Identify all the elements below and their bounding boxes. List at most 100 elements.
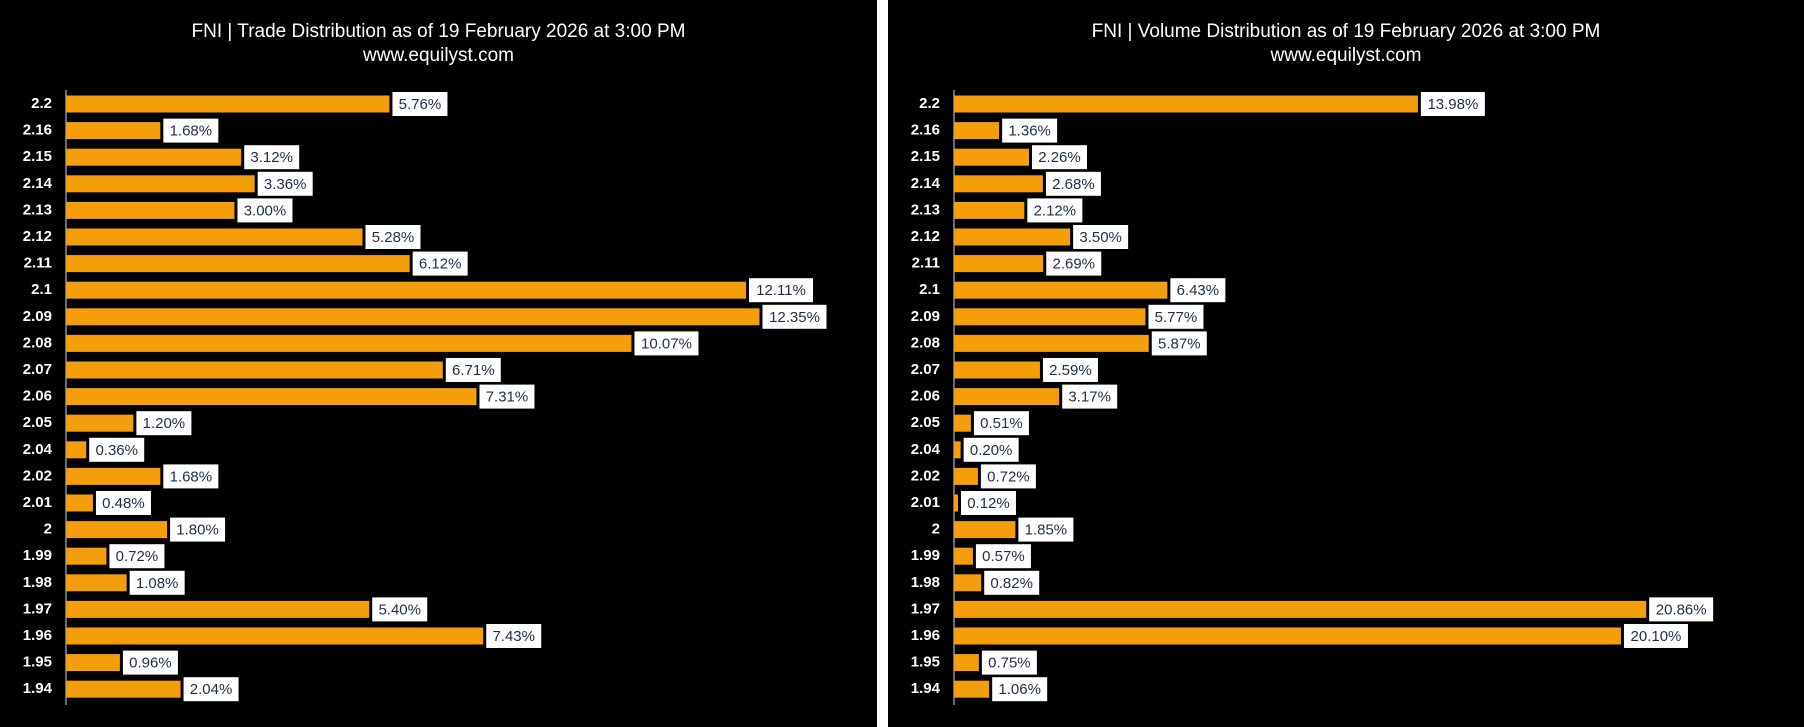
bar — [954, 122, 1000, 140]
data-label-box — [244, 145, 300, 170]
chart-subtitle: www.equilyst.com — [1270, 45, 1422, 66]
data-label: 2.69% — [1052, 256, 1095, 273]
y-tick-label: 2.2 — [31, 95, 52, 112]
bar — [66, 441, 87, 459]
data-label-box — [980, 464, 1036, 489]
data-label: 6.12% — [419, 256, 462, 273]
y-tick-label: 1.96 — [911, 627, 940, 644]
bar — [66, 600, 370, 618]
data-label: 0.12% — [967, 495, 1010, 512]
bar — [954, 414, 971, 432]
bar — [954, 281, 1168, 299]
y-tick-label: 2.13 — [23, 201, 52, 218]
data-label-box — [1042, 358, 1098, 382]
data-label-box — [372, 597, 428, 622]
data-label: 3.12% — [250, 149, 293, 166]
data-label-box — [1046, 251, 1102, 276]
data-label: 1.68% — [170, 468, 213, 485]
data-label-box — [136, 411, 192, 436]
data-label: 2.12% — [1034, 202, 1077, 219]
data-label-box — [960, 491, 1016, 515]
y-tick-label: 2.1 — [31, 281, 52, 298]
data-label-box — [1045, 171, 1101, 196]
data-label: 12.35% — [769, 309, 820, 326]
data-label-box — [1018, 517, 1074, 542]
data-label-box — [973, 411, 1029, 436]
data-label: 5.76% — [399, 96, 442, 113]
data-label: 0.20% — [970, 442, 1013, 459]
data-label: 10.07% — [641, 335, 692, 352]
y-tick-label: 2.02 — [23, 467, 52, 484]
data-label: 7.31% — [486, 389, 529, 406]
bar — [66, 680, 181, 698]
data-label: 3.00% — [244, 202, 287, 219]
data-label-box — [749, 278, 814, 303]
bar — [66, 95, 390, 113]
bar — [954, 680, 990, 698]
y-tick-label: 2.09 — [911, 308, 940, 325]
y-tick-label: 2.06 — [911, 388, 940, 405]
bar — [954, 627, 1621, 645]
data-label: 0.36% — [95, 442, 138, 459]
bar — [954, 467, 978, 485]
data-label-box — [365, 225, 421, 249]
bar — [954, 388, 1060, 406]
y-tick-label: 2.06 — [23, 388, 52, 405]
bar — [66, 521, 168, 539]
y-tick-label: 2.12 — [911, 228, 940, 245]
bar — [66, 414, 134, 432]
y-tick-label: 2.05 — [911, 414, 940, 431]
data-label-box — [257, 171, 313, 196]
bar — [66, 334, 632, 352]
data-label-box — [1073, 225, 1129, 249]
y-tick-label: 2.01 — [23, 494, 52, 511]
bar — [66, 494, 93, 512]
data-label: 1.06% — [998, 681, 1041, 698]
data-label: 0.48% — [102, 495, 145, 512]
data-label-box — [1649, 597, 1714, 622]
data-label-box — [762, 304, 827, 329]
chart-title: FNI | Volume Distribution as of 19 Febru… — [1092, 21, 1601, 42]
bar — [66, 308, 760, 326]
data-label-box — [1031, 145, 1087, 170]
bar — [66, 122, 161, 140]
data-label: 0.82% — [990, 575, 1033, 592]
data-label-box — [975, 544, 1031, 569]
data-label: 5.77% — [1155, 309, 1198, 326]
y-tick-label: 2.08 — [23, 334, 52, 351]
y-tick-label: 2.11 — [912, 255, 940, 272]
data-label: 2.59% — [1049, 362, 1092, 379]
y-tick-label: 1.94 — [23, 680, 53, 697]
data-label: 1.08% — [136, 575, 179, 592]
bar — [66, 547, 107, 565]
bar — [66, 388, 477, 406]
y-tick-label: 2.01 — [911, 494, 940, 511]
data-label-box — [1151, 331, 1207, 356]
data-label-box — [89, 437, 145, 462]
bar — [954, 228, 1071, 246]
bar — [66, 255, 410, 273]
y-tick-label: 2.15 — [911, 148, 940, 165]
bar — [66, 574, 127, 592]
y-tick-label: 1.95 — [23, 654, 52, 671]
data-label-box — [95, 491, 151, 515]
data-label-box — [129, 570, 185, 595]
y-tick-label: 1.94 — [911, 680, 941, 697]
bar — [954, 441, 961, 459]
data-label: 3.50% — [1079, 229, 1122, 246]
bar — [66, 228, 363, 246]
y-tick-label: 1.99 — [23, 547, 52, 564]
y-tick-label: 2.15 — [23, 148, 52, 165]
data-label: 1.36% — [1008, 123, 1051, 140]
data-label-box — [183, 677, 239, 702]
data-label: 6.43% — [1177, 282, 1220, 299]
data-label: 1.85% — [1025, 522, 1068, 539]
data-label-box — [992, 677, 1048, 702]
y-tick-label: 2.14 — [911, 175, 941, 192]
y-tick-label: 2.02 — [911, 467, 940, 484]
bar — [66, 148, 242, 166]
y-tick-label: 2.16 — [23, 122, 52, 139]
data-label: 7.43% — [492, 628, 535, 645]
bar — [66, 627, 484, 645]
y-tick-label: 1.98 — [23, 574, 52, 591]
